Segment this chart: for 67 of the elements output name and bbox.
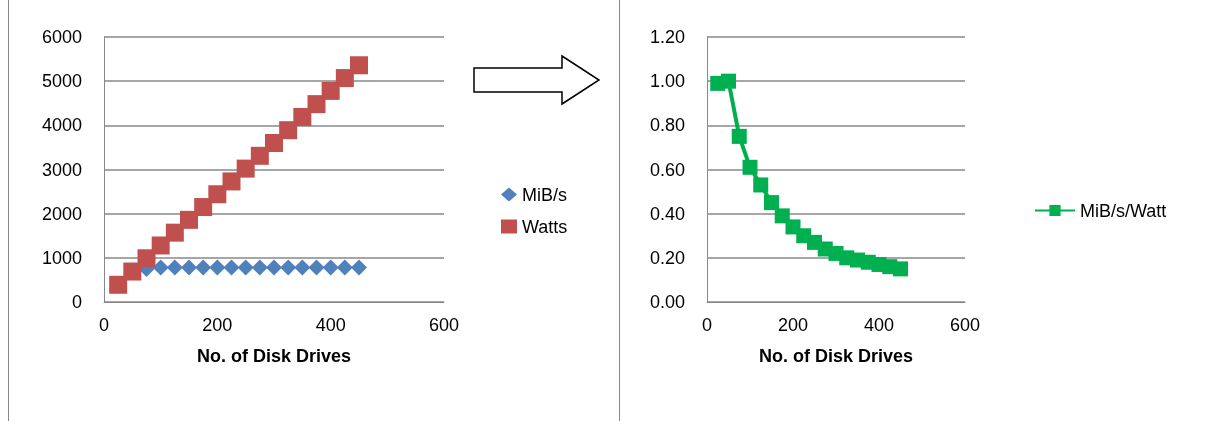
x-tick-label: 200 [777, 315, 809, 335]
point [109, 275, 128, 294]
point [165, 223, 184, 242]
point [753, 177, 769, 193]
point [194, 198, 213, 217]
point [280, 259, 297, 276]
y-tick-label: 0.00 [649, 292, 685, 312]
point [307, 95, 326, 114]
y-tick-label: 0.60 [649, 159, 685, 180]
y-tick-label: 3000 [41, 159, 82, 180]
point [293, 107, 312, 126]
x-tick-label: 600 [428, 315, 460, 335]
point [351, 259, 367, 276]
y-tick-label: 5000 [41, 71, 82, 92]
point [250, 146, 269, 165]
point [152, 259, 169, 276]
x-axis-title: No. of Disk Drives [196, 346, 352, 366]
point [321, 81, 340, 100]
x-tick-label: 400 [315, 315, 346, 335]
x-tick-label: 200 [202, 315, 233, 335]
point [208, 185, 227, 204]
point [180, 210, 198, 229]
y-tick-label: 0.40 [649, 203, 685, 224]
point [721, 73, 736, 89]
y-tick-label: 1000 [41, 247, 82, 268]
y-tick-label: 0 [71, 292, 82, 312]
point [308, 259, 325, 276]
point [294, 259, 311, 276]
point [336, 259, 353, 276]
point [279, 121, 298, 140]
y-tick-label: 4000 [41, 115, 82, 136]
point [137, 249, 156, 268]
point [350, 56, 368, 75]
legend-label: Watts [522, 216, 568, 237]
x-axis-title: No. of Disk Drives [758, 346, 914, 366]
point [893, 261, 908, 277]
x-tick-label: 400 [863, 315, 895, 335]
point [731, 128, 747, 144]
point [774, 208, 790, 224]
legend-label: MiB/s/Watt [1080, 200, 1167, 221]
point [151, 236, 170, 255]
point [742, 159, 758, 175]
legend-label: MiB/s [522, 184, 567, 205]
point [181, 259, 197, 276]
point [236, 159, 255, 178]
y-tick-label: 2000 [41, 203, 82, 224]
point [195, 259, 212, 276]
point [335, 69, 354, 88]
point [266, 259, 282, 276]
y-tick-label: 1.00 [649, 71, 685, 92]
y-tick-label: 1.20 [649, 27, 685, 47]
x-tick-label: 0 [98, 315, 110, 335]
x-tick-label: 0 [701, 315, 713, 335]
y-tick-label: 0.20 [649, 247, 685, 268]
point [209, 259, 226, 276]
point [764, 195, 779, 211]
point [223, 259, 240, 276]
point [265, 134, 283, 152]
point [322, 259, 339, 276]
point [222, 172, 241, 191]
point [251, 259, 268, 276]
point [166, 259, 183, 276]
point [237, 259, 254, 276]
y-tick-label: 6000 [41, 27, 82, 47]
y-tick-label: 0.80 [649, 115, 685, 136]
point [123, 262, 142, 281]
x-tick-label: 600 [949, 315, 981, 335]
